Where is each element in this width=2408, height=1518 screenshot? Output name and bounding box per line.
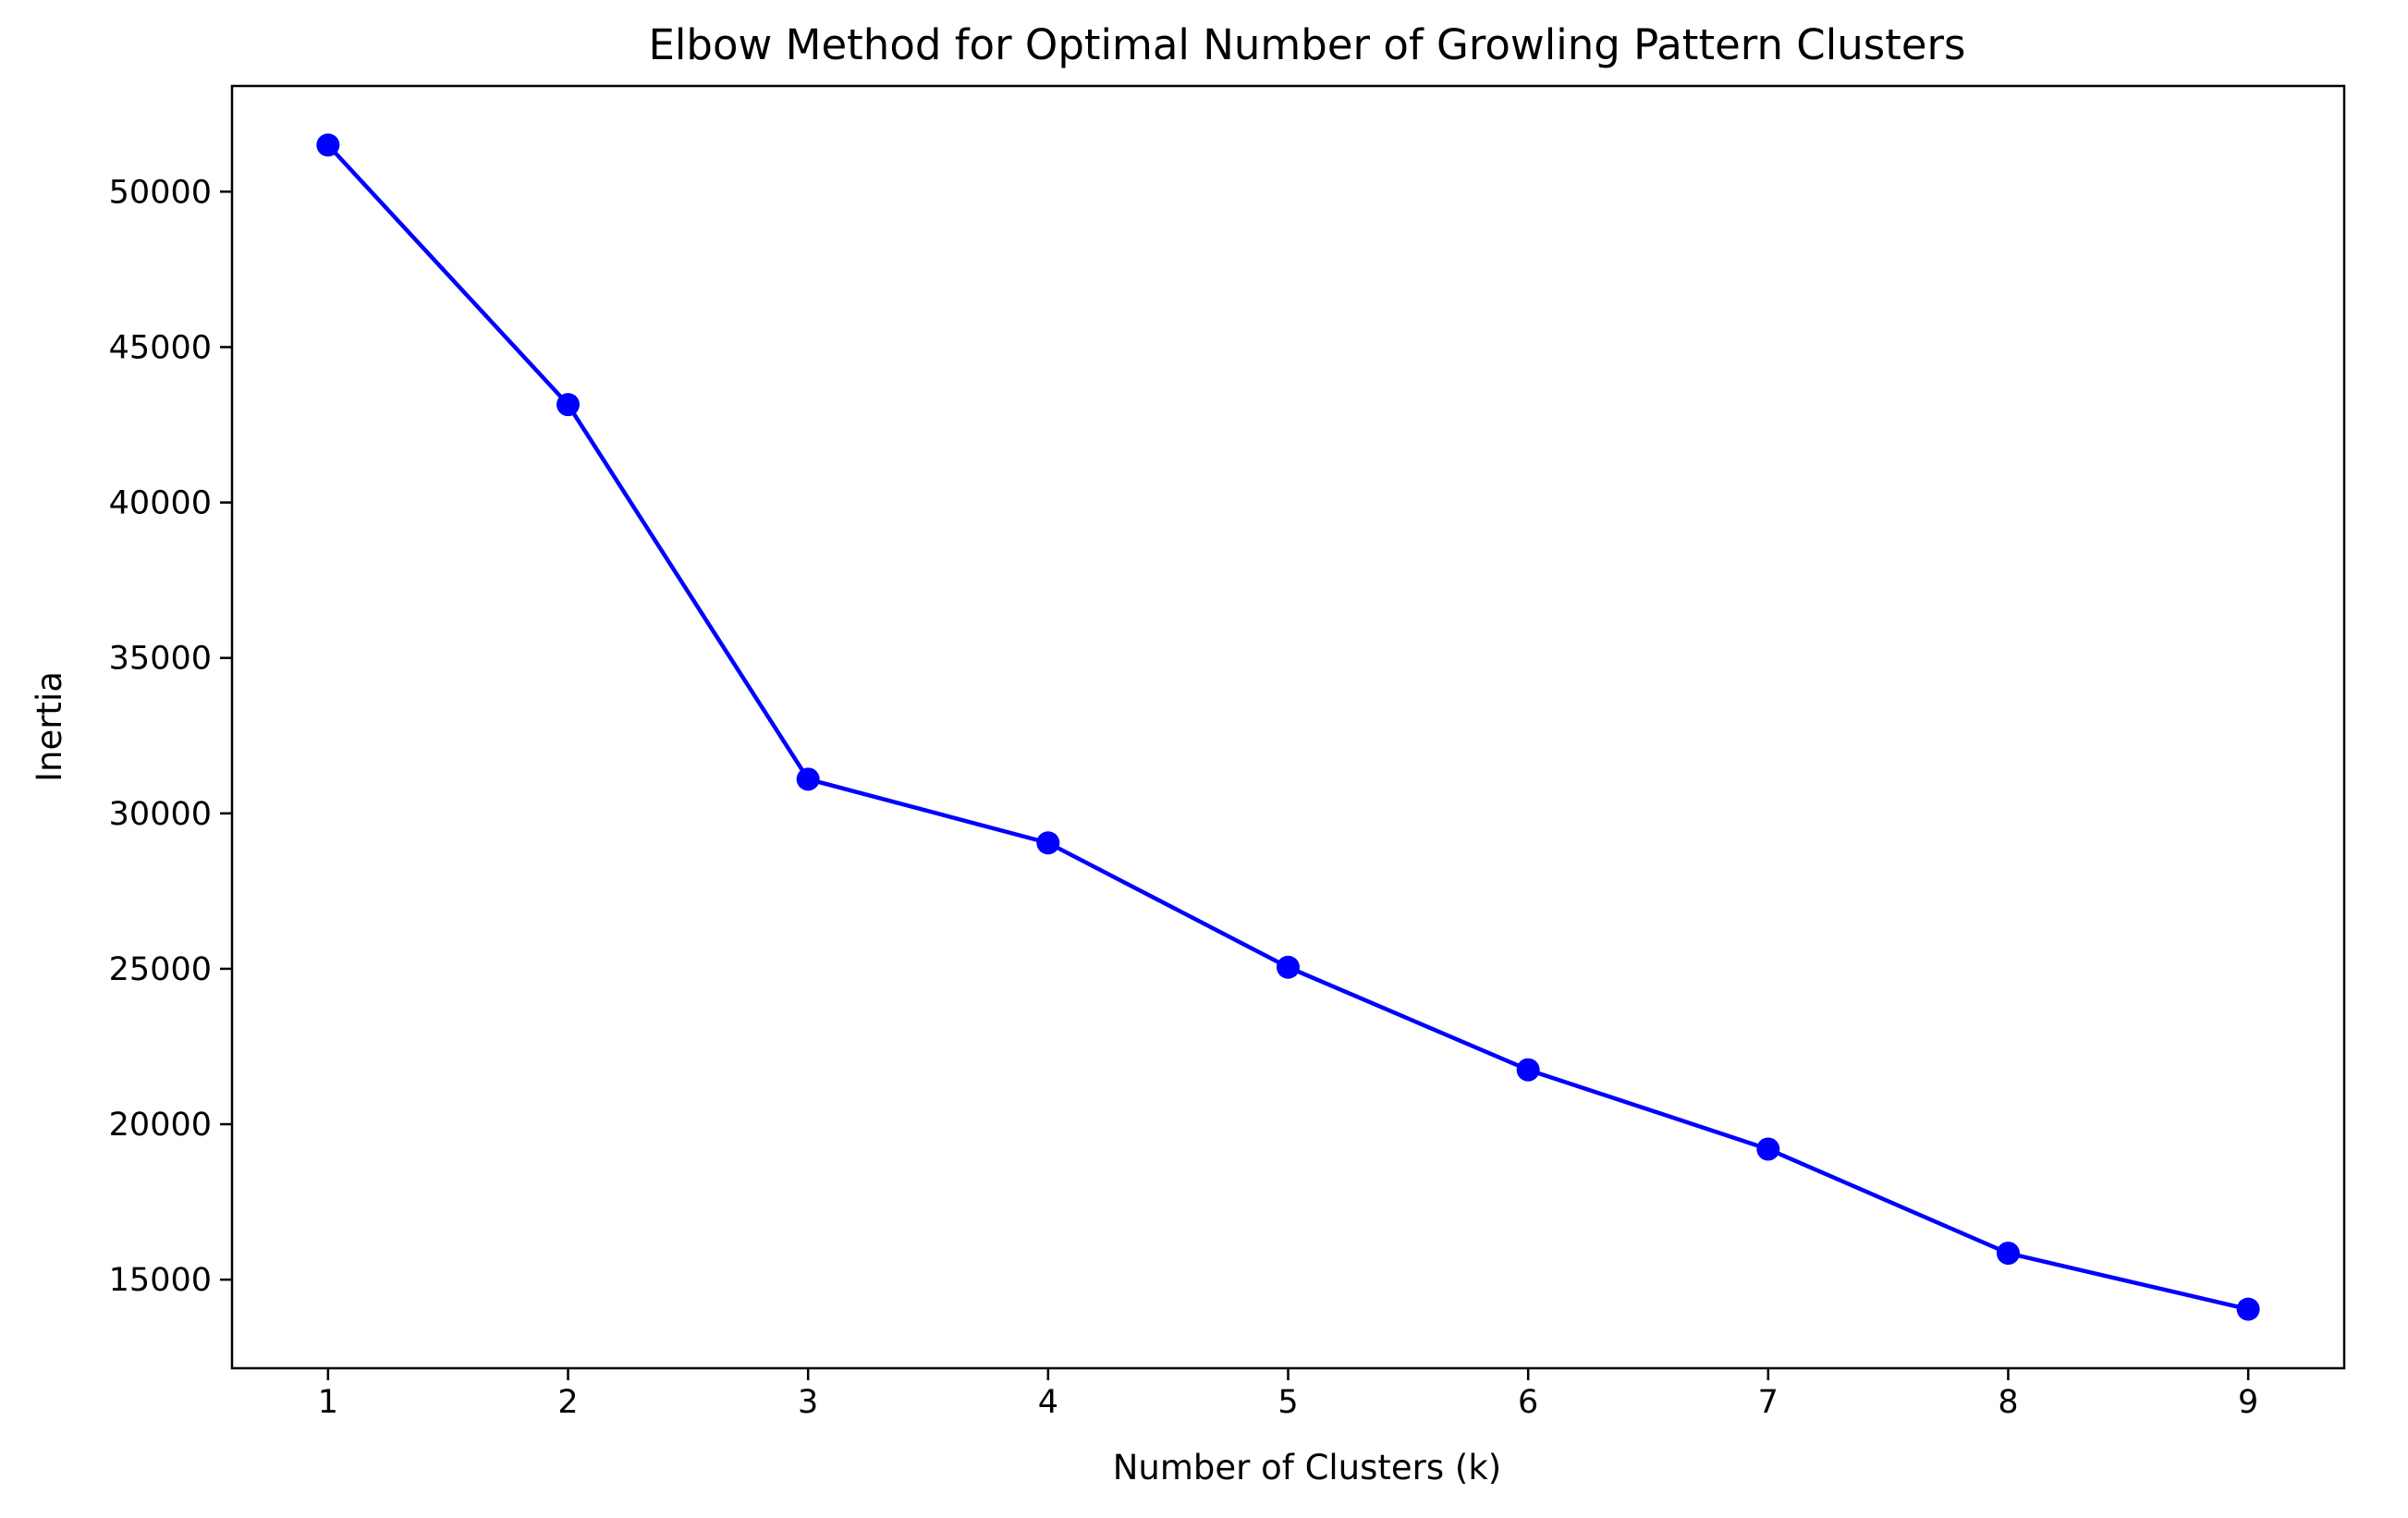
data-point [556,393,581,417]
y-tick-label: 20000 [109,1107,212,1144]
x-axis: 1 2 3 4 5 6 7 8 9 [318,1368,2258,1421]
data-point [1516,1058,1540,1082]
data-point [1996,1242,2020,1266]
x-tick-label: 1 [318,1384,338,1421]
y-tick-label: 45000 [109,329,212,366]
y-tick-label: 25000 [109,951,212,988]
y-tick-label: 15000 [109,1262,212,1299]
data-point [1756,1137,1780,1161]
x-tick-label: 9 [2238,1384,2258,1421]
series-layer [316,133,2260,1321]
x-tick-label: 3 [798,1384,818,1421]
x-tick-label: 6 [1518,1384,1538,1421]
y-axis-label: Inertia [30,671,69,782]
y-tick-label: 35000 [109,641,212,678]
data-point [1036,831,1060,855]
y-tick-label: 40000 [109,485,212,522]
x-tick-label: 7 [1758,1384,1778,1421]
x-axis-label: Number of Clusters (k) [1113,1448,1501,1487]
x-tick-label: 8 [1998,1384,2018,1421]
data-point [796,767,820,791]
x-tick-label: 5 [1277,1384,1298,1421]
chart-title: Elbow Method for Optimal Number of Growl… [649,20,1966,69]
y-tick-label: 30000 [109,796,212,833]
y-tick-label: 50000 [109,174,212,211]
data-point [1277,955,1300,979]
x-tick-label: 2 [557,1384,578,1421]
y-axis: 15000 20000 25000 30000 35000 40000 45000 50000 [109,174,232,1299]
data-point [2236,1297,2260,1321]
plot-frame [230,84,2346,1370]
data-point [316,133,340,157]
x-tick-label: 4 [1038,1384,1058,1421]
